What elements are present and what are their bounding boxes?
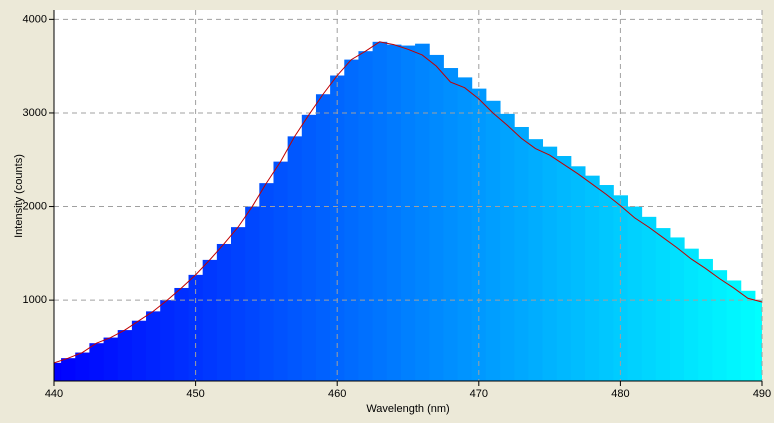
bar (259, 183, 274, 381)
y-axis-label: Intensity (counts) (13, 154, 25, 238)
bar (400, 45, 416, 381)
bar (301, 114, 317, 381)
bar (344, 59, 359, 381)
bar (231, 227, 246, 381)
x-tick-label: 490 (753, 388, 771, 400)
bar (528, 139, 544, 381)
bar (202, 259, 218, 381)
y-tick-label: 2000 (23, 200, 47, 212)
bar (740, 290, 756, 381)
bar (726, 280, 742, 381)
bar (89, 343, 105, 381)
bar (54, 362, 62, 381)
x-tick-label: 460 (328, 388, 346, 400)
bar (117, 330, 133, 381)
bar (372, 41, 388, 381)
x-tick-label: 470 (470, 388, 488, 400)
axes: 440 450 460 470 480 490 1000 2000 3000 4000 (23, 10, 771, 400)
bar (599, 185, 614, 381)
y-tick-label: 4000 (23, 13, 47, 25)
bar (500, 113, 515, 381)
bar (245, 206, 260, 381)
bar (712, 270, 728, 381)
grid (53, 10, 763, 381)
bar (613, 195, 628, 381)
x-tick-label: 450 (186, 388, 204, 400)
bar (174, 287, 190, 381)
bar (160, 300, 175, 381)
bar (542, 146, 558, 381)
bar (103, 337, 119, 381)
bar (684, 248, 699, 381)
bar (358, 51, 374, 381)
bar (315, 94, 331, 381)
bar (485, 100, 501, 381)
bar (585, 175, 600, 381)
y-tick-label: 1000 (23, 294, 47, 306)
bar (75, 352, 90, 381)
bar (273, 161, 289, 381)
y-tick-label: 3000 (23, 107, 47, 119)
bar (457, 77, 473, 381)
bar (471, 88, 487, 381)
lines (54, 41, 762, 364)
bar (570, 166, 586, 381)
bar (61, 358, 76, 381)
x-tick-label: 440 (45, 388, 63, 400)
bar (429, 54, 444, 381)
bar (655, 228, 671, 381)
bar (415, 43, 430, 381)
bar (287, 136, 303, 381)
x-axis-label: Wavelength (nm) (366, 403, 449, 415)
x-tick-label: 480 (611, 388, 629, 400)
bar (131, 320, 147, 381)
bars (54, 41, 762, 381)
bar (386, 44, 402, 381)
bar (627, 206, 643, 381)
bar (216, 243, 232, 381)
bar (641, 216, 657, 381)
line (54, 41, 762, 364)
bar (754, 300, 762, 381)
bar (146, 311, 161, 381)
bar (514, 126, 529, 381)
bar (556, 156, 572, 381)
bar (698, 258, 713, 381)
bar (443, 68, 459, 381)
bar (669, 237, 685, 381)
